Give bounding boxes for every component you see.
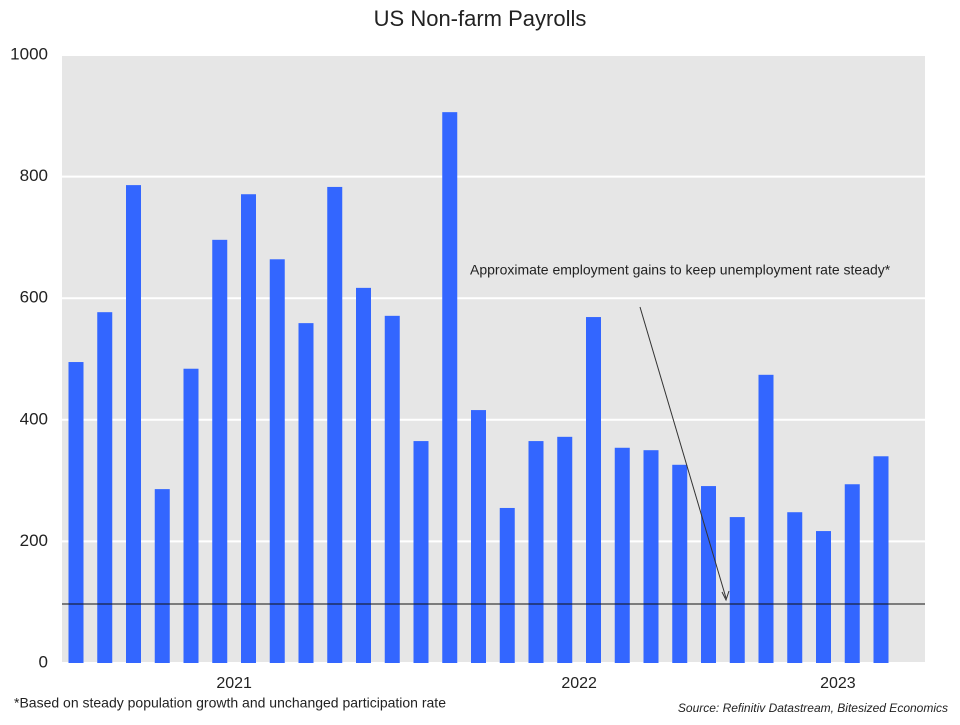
arrow-head	[721, 590, 730, 602]
plot-area	[62, 55, 925, 663]
chart-title: US Non-farm Payrolls	[374, 6, 587, 31]
bar	[183, 368, 199, 663]
y-tick-label: 1000	[10, 44, 48, 63]
bar	[499, 507, 515, 663]
bar	[729, 517, 745, 663]
bar	[356, 287, 371, 663]
bar	[327, 186, 343, 663]
y-tick-label: 400	[20, 409, 48, 428]
bar	[413, 441, 429, 663]
bar	[816, 531, 831, 663]
annotation: Approximate employment gains to keep une…	[470, 262, 891, 278]
bars	[68, 112, 889, 664]
y-tick-label: 0	[39, 652, 48, 671]
bar	[672, 464, 688, 663]
source: Source: Refinitiv Datastream, Bitesized …	[678, 701, 948, 715]
bar	[873, 456, 889, 663]
bar	[758, 374, 774, 663]
annotation-arrow	[639, 306, 727, 599]
bar	[68, 362, 84, 663]
bar	[241, 194, 256, 663]
x-tick-label: 2023	[820, 675, 856, 692]
bar	[126, 185, 141, 663]
bar	[298, 323, 314, 663]
bar	[442, 112, 458, 664]
bar	[471, 410, 486, 663]
y-tick-label: 600	[20, 288, 48, 307]
bar	[269, 259, 285, 663]
bar	[97, 312, 113, 663]
bar	[643, 450, 659, 663]
bar	[614, 447, 630, 663]
x-tick-label: 2021	[216, 675, 252, 692]
y-tick-label: 200	[20, 531, 48, 550]
bar	[586, 317, 601, 663]
footnote: *Based on steady population growth and u…	[14, 695, 446, 711]
y-tick-label: 800	[20, 166, 48, 185]
bar	[384, 315, 400, 663]
bar	[787, 512, 803, 663]
x-tick-label: 2022	[561, 675, 597, 692]
bar	[528, 441, 544, 663]
bar	[212, 239, 228, 663]
bar	[557, 436, 573, 663]
grid	[62, 54, 925, 664]
bar	[701, 486, 716, 663]
bar	[154, 489, 170, 663]
bar	[844, 484, 860, 663]
